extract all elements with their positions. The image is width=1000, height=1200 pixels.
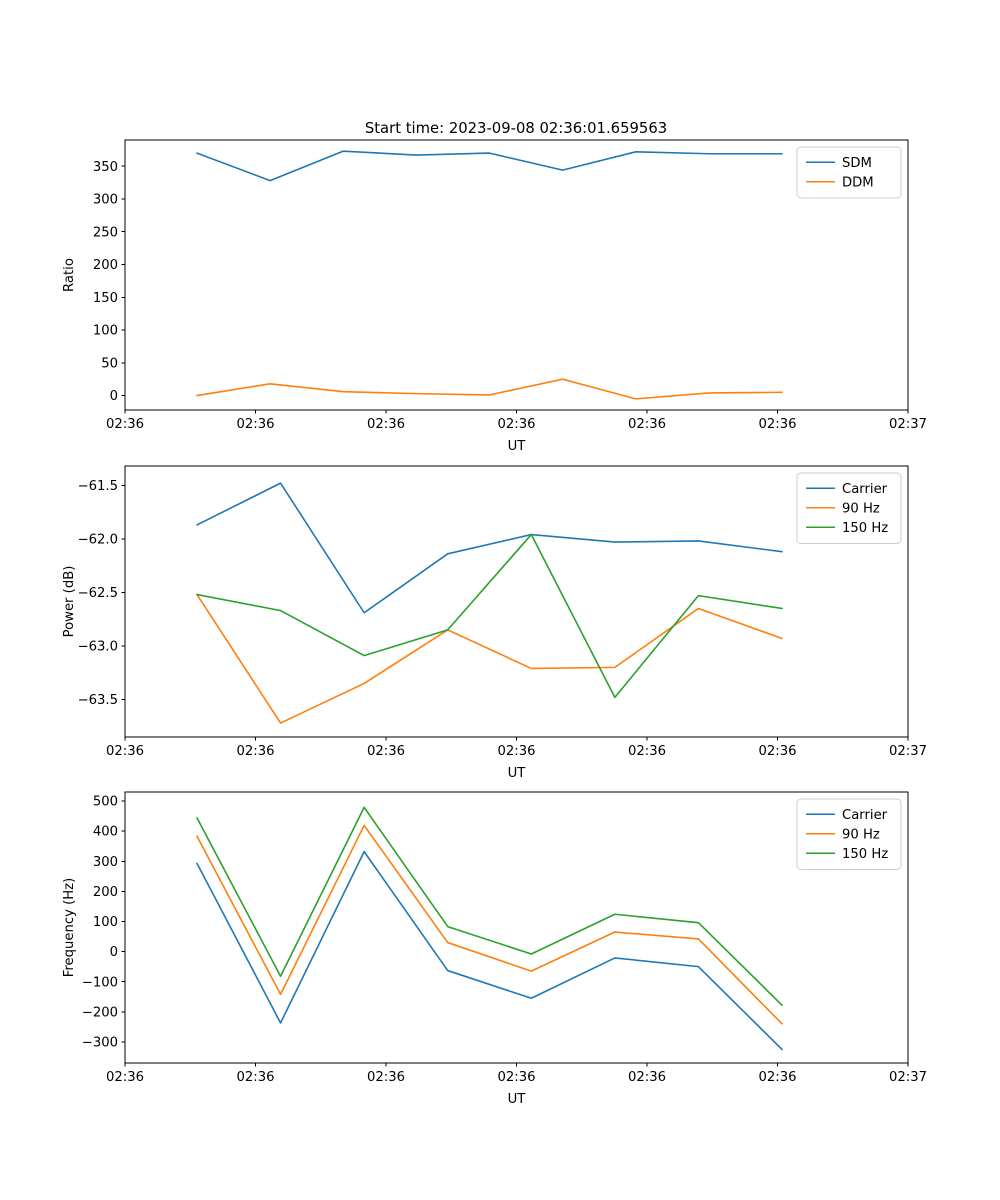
x-tick-label: 02:36 [628,417,666,432]
legend-label-150-hz: 150 Hz [842,847,888,862]
y-tick-label: −63.5 [78,693,118,708]
series-line-carrier [196,482,783,614]
y-tick-label: 0 [110,945,118,960]
x-tick-label: 02:36 [758,417,796,432]
x-tick-label: 02:36 [236,1070,274,1085]
x-tick-label: 02:36 [367,417,405,432]
y-tick-label: 200 [93,258,118,273]
figure-title: Start time: 2023-09-08 02:36:01.659563 [365,120,667,137]
x-tick-label: 02:36 [106,744,144,759]
x-tick-label: 02:37 [889,744,927,759]
y-tick-label: 250 [93,225,118,240]
x-tick-label: 02:36 [236,744,274,759]
panel-power: 02:36 02:36 02:36 02:36 02:36 02:36 02:37 −61.5… [62,465,927,781]
series-line-sdm [196,150,783,182]
y-tick-label: −63.0 [78,640,118,655]
y-tick-label: 100 [93,324,118,339]
legend-label-sdm: SDM [842,156,872,171]
y-tick-label: −61.5 [78,479,118,494]
x-axis-label: UT [508,766,527,781]
legend-label-90-hz: 90 Hz [842,501,880,516]
x-tick-label: 02:36 [367,1070,405,1085]
y-tick-label: −62.0 [78,532,118,547]
series-line-90-hz [196,593,783,724]
y-tick-label: 150 [93,291,118,306]
legend-label-carrier: Carrier [842,482,888,497]
legend-label-ddm: DDM [842,175,874,190]
y-tick-label: 0 [110,389,118,404]
x-tick-label: 02:36 [106,417,144,432]
panel-ratio: 02:36 02:36 02:36 02:36 02:36 02:36 02:37 0 50 10… [62,139,927,454]
y-tick-label: −300 [82,1036,118,1051]
panel-frequency: 02:36 02:36 02:36 02:36 02:36 02:36 02:37 −300 −… [62,791,927,1107]
x-tick-label: 02:36 [497,417,535,432]
y-tick-label: −100 [82,975,118,990]
x-tick-label: 02:36 [106,1070,144,1085]
legend-label-150-hz: 150 Hz [842,521,888,536]
y-tick-label: −62.5 [78,586,118,601]
series-line-ddm [196,378,783,400]
y-axis-label: Frequency (Hz) [62,878,77,977]
legend-box [796,798,902,870]
legend-box [796,146,902,199]
x-tick-label: 02:37 [889,1070,927,1085]
x-tick-label: 02:36 [367,744,405,759]
y-tick-label: 50 [101,356,118,371]
x-tick-label: 02:36 [497,744,535,759]
x-tick-label: 02:36 [236,417,274,432]
x-tick-label: 02:36 [628,1070,666,1085]
series-line-90-hz [196,824,783,1025]
y-tick-label: 400 [93,825,118,840]
y-tick-label: 300 [93,855,118,870]
x-tick-label: 02:36 [758,1070,796,1085]
y-axis-label: Ratio [62,258,77,292]
legend-label-90-hz: 90 Hz [842,827,880,842]
y-tick-label: −200 [82,1005,118,1020]
legend-box [796,472,902,544]
x-axis-label: UT [508,439,527,454]
y-tick-label: 100 [93,915,118,930]
x-tick-label: 02:36 [758,744,796,759]
y-tick-label: 200 [93,885,118,900]
y-tick-label: 500 [93,795,118,810]
x-tick-label: 02:36 [628,744,666,759]
y-axis-label: Power (dB) [62,566,77,638]
series-line-150-hz [196,806,783,1006]
series-line-carrier [196,850,783,1051]
y-tick-label: 350 [93,160,118,175]
x-tick-label: 02:37 [889,417,927,432]
x-tick-label: 02:36 [497,1070,535,1085]
legend-label-carrier: Carrier [842,808,888,823]
series-line-150-hz [196,533,783,699]
x-axis-label: UT [508,1092,527,1107]
y-tick-label: 300 [93,193,118,208]
